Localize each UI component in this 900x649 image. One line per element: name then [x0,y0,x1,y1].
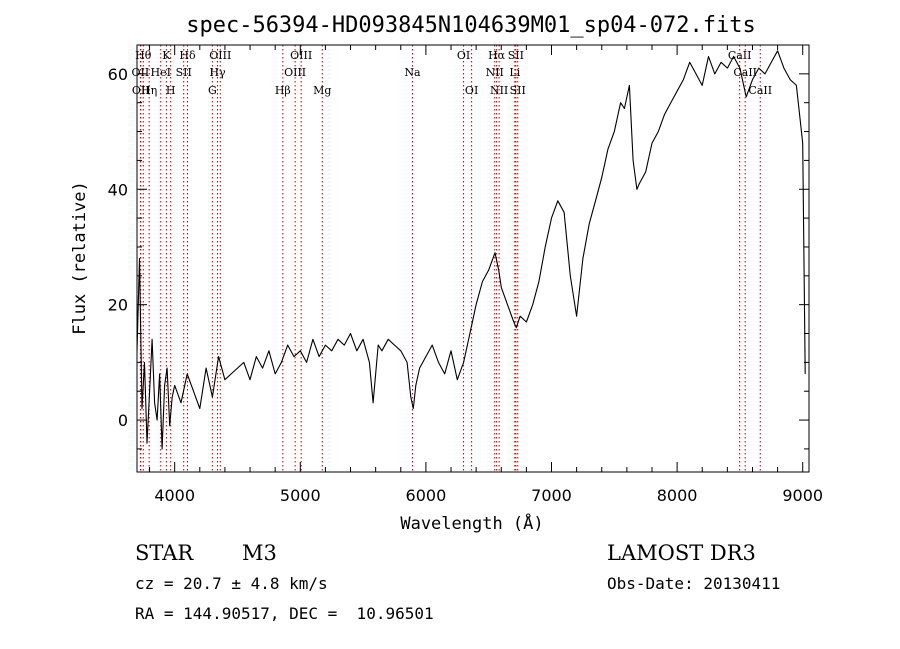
spectral-line-label: Hα [488,49,506,62]
spectral-line-label: SII [510,84,526,97]
spectral-line-label: CaII [748,84,772,97]
y-tick-label: 0 [118,411,128,430]
spectral-line-label: OII [132,84,150,97]
x-tick-label: 9000 [782,486,823,505]
spectral-line-label: Hθ [135,49,152,62]
spectral-line-label: Hδ [179,49,196,62]
observation-date: Obs-Date: 20130411 [607,574,781,593]
y-axis-label: Flux (relative) [70,181,90,335]
spectral-line-label: G [208,84,217,97]
spectral-line-label: Li [509,66,520,79]
spectral-line-label: Hγ [209,66,226,79]
spectral-line-label: K [162,49,171,62]
spectrum-line [136,50,806,450]
spectral-line-label: OII [132,66,150,79]
x-tick-label: 7000 [531,486,572,505]
x-tick-label: 5000 [280,486,321,505]
x-tick-label: 4000 [154,486,195,505]
spectral-line-label: SII [176,66,192,79]
spectral-line-label: SII [508,49,524,62]
coordinates-text: RA = 144.90517, DEC = 10.96501 [135,604,434,623]
spectral-line-label: OIII [209,49,231,62]
spectral-line-label: NII [490,84,508,97]
spectral-line-label: H [166,84,176,97]
x-tick-label: 8000 [657,486,698,505]
survey-label: LAMOST DR3 [607,541,756,565]
object-subclass: M3 [242,541,277,565]
spectral-line-label: Na [404,66,421,79]
y-tick-label: 60 [108,65,128,84]
spectral-line-label: OIII [284,66,306,79]
x-tick-label: 6000 [406,486,447,505]
spectral-line-label: Hη [141,84,157,97]
spectral-line-label: Mg [313,84,331,97]
spectral-line-label: NII [486,66,504,79]
chart-title: spec-56394-HD093845N104639M01_sp04-072.f… [186,13,756,38]
spectral-line-label: CaII [733,66,757,79]
spectral-line-label: CaII [728,49,752,62]
object-class: STAR [135,541,194,565]
spectral-line-label: HeI [151,66,171,79]
spectral-line-label: OI [465,84,478,97]
spectral-line-label: OIII [290,49,312,62]
x-axis-label: Wavelength (Å) [400,512,543,534]
plot-frame [136,44,810,473]
redshift-text: cz = 20.7 ± 4.8 km/s [135,574,328,593]
spectral-line-label: Hβ [275,84,291,97]
y-tick-label: 20 [108,296,128,315]
spectral-line-label: OI [457,49,470,62]
y-tick-label: 40 [108,180,128,199]
